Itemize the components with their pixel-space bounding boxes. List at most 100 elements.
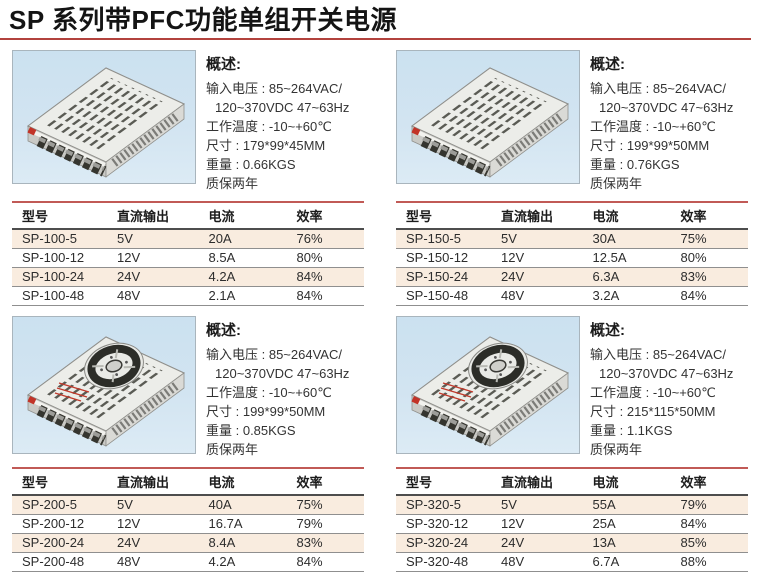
product-photo-sp-320 xyxy=(396,316,580,454)
cell-efficiency: 80% xyxy=(670,248,748,268)
product-section-sp-100: 概述: 输入电压 : 85~264VAC/ 120~370VDC 47~63Hz… xyxy=(0,40,380,306)
spec-weight: 重量 : 0.66KGS xyxy=(206,157,296,172)
cell-efficiency: 84% xyxy=(670,286,748,306)
spec-input-voltage-cont: 120~370VDC 47~63Hz xyxy=(599,366,734,381)
product-media-row: 概述: 输入电压 : 85~264VAC/ 120~370VDC 47~63Hz… xyxy=(396,316,759,459)
cell-dc-output: 5V xyxy=(491,229,583,249)
table-header-row: 型号 直流输出 电流 效率 xyxy=(396,202,748,230)
col-header-current: 电流 xyxy=(582,468,671,496)
table-header-row: 型号 直流输出 电流 效率 xyxy=(396,468,748,496)
col-header-efficiency: 效率 xyxy=(286,202,364,230)
spec-warranty: 质保两年 xyxy=(206,442,259,457)
cell-model: SP-100-48 xyxy=(12,286,108,306)
cell-model: SP-100-12 xyxy=(12,248,108,268)
cell-dc-output: 5V xyxy=(107,495,199,515)
spec-table-sp-200: 型号 直流输出 电流 效率 SP-200-5 5V 40A 75% SP-200… xyxy=(12,467,364,572)
cell-efficiency: 80% xyxy=(286,248,364,268)
table-row: SP-150-12 12V 12.5A 80% xyxy=(396,248,748,268)
spec-input-voltage: 输入电压 : 85~264VAC/ xyxy=(590,81,726,96)
col-header-current: 电流 xyxy=(582,202,671,230)
spec-weight: 重量 : 0.85KGS xyxy=(206,423,296,438)
table-row: SP-200-48 48V 4.2A 84% xyxy=(12,552,364,572)
power-supply-illustration xyxy=(13,51,195,183)
spec-dimensions: 尺寸 : 199*99*50MM xyxy=(590,138,710,153)
cell-model: SP-100-5 xyxy=(12,229,108,249)
cell-model: SP-200-48 xyxy=(12,552,108,572)
cell-model: SP-150-48 xyxy=(396,286,492,306)
table-row: SP-200-24 24V 8.4A 83% xyxy=(12,533,364,553)
cell-current: 13A xyxy=(582,533,671,553)
cell-current: 6.7A xyxy=(582,552,671,572)
cell-current: 20A xyxy=(198,229,287,249)
product-photo-sp-100 xyxy=(12,50,196,184)
col-header-model: 型号 xyxy=(12,468,108,496)
product-overview: 概述: 输入电压 : 85~264VAC/ 120~370VDC 47~63Hz… xyxy=(196,50,349,193)
col-header-efficiency: 效率 xyxy=(286,468,364,496)
cell-model: SP-320-48 xyxy=(396,552,492,572)
cell-dc-output: 12V xyxy=(491,248,583,268)
cell-dc-output: 24V xyxy=(107,267,199,287)
cell-dc-output: 48V xyxy=(107,286,199,306)
product-media-row: 概述: 输入电压 : 85~264VAC/ 120~370VDC 47~63Hz… xyxy=(12,316,380,459)
cell-current: 8.4A xyxy=(198,533,287,553)
table-header-row: 型号 直流输出 电流 效率 xyxy=(12,468,364,496)
cell-current: 8.5A xyxy=(198,248,287,268)
product-media-row: 概述: 输入电压 : 85~264VAC/ 120~370VDC 47~63Hz… xyxy=(396,50,759,193)
cell-efficiency: 88% xyxy=(670,552,748,572)
col-header-dc-output: 直流输出 xyxy=(491,468,583,496)
cell-dc-output: 48V xyxy=(107,552,199,572)
cell-current: 30A xyxy=(582,229,671,249)
col-header-model: 型号 xyxy=(396,468,492,496)
cell-efficiency: 75% xyxy=(670,229,748,249)
col-header-dc-output: 直流输出 xyxy=(107,468,199,496)
table-row: SP-320-48 48V 6.7A 88% xyxy=(396,552,748,572)
col-header-efficiency: 效率 xyxy=(670,468,748,496)
cell-efficiency: 76% xyxy=(286,229,364,249)
product-section-sp-150: 概述: 输入电压 : 85~264VAC/ 120~370VDC 47~63Hz… xyxy=(380,40,759,306)
power-supply-fan-illustration xyxy=(13,317,195,453)
spec-table-sp-100: 型号 直流输出 电流 效率 SP-100-5 5V 20A 76% SP-100… xyxy=(12,201,364,306)
cell-model: SP-200-5 xyxy=(12,495,108,515)
spec-warranty: 质保两年 xyxy=(206,176,259,191)
cell-current: 6.3A xyxy=(582,267,671,287)
cell-efficiency: 84% xyxy=(286,267,364,287)
spec-input-voltage: 输入电压 : 85~264VAC/ xyxy=(206,347,342,362)
table-row: SP-320-5 5V 55A 79% xyxy=(396,495,748,515)
spec-input-voltage-cont: 120~370VDC 47~63Hz xyxy=(215,100,350,115)
spec-table-sp-150: 型号 直流输出 电流 效率 SP-150-5 5V 30A 75% SP-150… xyxy=(396,201,748,306)
cell-current: 12.5A xyxy=(582,248,671,268)
spec-dimensions: 尺寸 : 215*115*50MM xyxy=(590,404,716,419)
spec-input-voltage-cont: 120~370VDC 47~63Hz xyxy=(215,366,350,381)
col-header-model: 型号 xyxy=(12,202,108,230)
cell-model: SP-100-24 xyxy=(12,267,108,287)
spec-input-voltage: 输入电压 : 85~264VAC/ xyxy=(206,81,342,96)
spec-warranty: 质保两年 xyxy=(590,442,643,457)
product-photo-sp-150 xyxy=(396,50,580,184)
col-header-current: 电流 xyxy=(198,468,287,496)
product-overview: 概述: 输入电压 : 85~264VAC/ 120~370VDC 47~63Hz… xyxy=(580,50,733,193)
cell-efficiency: 79% xyxy=(670,495,748,515)
cell-dc-output: 5V xyxy=(107,229,199,249)
cell-current: 4.2A xyxy=(198,552,287,572)
cell-current: 40A xyxy=(198,495,287,515)
table-row: SP-100-5 5V 20A 76% xyxy=(12,229,364,249)
cell-current: 25A xyxy=(582,514,671,534)
overview-heading: 概述: xyxy=(206,56,241,73)
cell-current: 55A xyxy=(582,495,671,515)
table-row: SP-200-5 5V 40A 75% xyxy=(12,495,364,515)
table-row: SP-320-24 24V 13A 85% xyxy=(396,533,748,553)
table-row: SP-100-24 24V 4.2A 84% xyxy=(12,267,364,287)
cell-model: SP-320-24 xyxy=(396,533,492,553)
spec-dimensions: 尺寸 : 179*99*45MM xyxy=(206,138,326,153)
table-row: SP-100-12 12V 8.5A 80% xyxy=(12,248,364,268)
cell-dc-output: 5V xyxy=(491,495,583,515)
spec-dimensions: 尺寸 : 199*99*50MM xyxy=(206,404,326,419)
catalog-grid: 概述: 输入电压 : 85~264VAC/ 120~370VDC 47~63Hz… xyxy=(0,40,759,572)
table-header-row: 型号 直流输出 电流 效率 xyxy=(12,202,364,230)
cell-model: SP-200-12 xyxy=(12,514,108,534)
power-supply-illustration xyxy=(397,51,579,183)
col-header-dc-output: 直流输出 xyxy=(107,202,199,230)
product-media-row: 概述: 输入电压 : 85~264VAC/ 120~370VDC 47~63Hz… xyxy=(12,50,380,193)
spec-operating-temp: 工作温度 : -10~+60℃ xyxy=(590,385,716,400)
spec-operating-temp: 工作温度 : -10~+60℃ xyxy=(206,119,332,134)
